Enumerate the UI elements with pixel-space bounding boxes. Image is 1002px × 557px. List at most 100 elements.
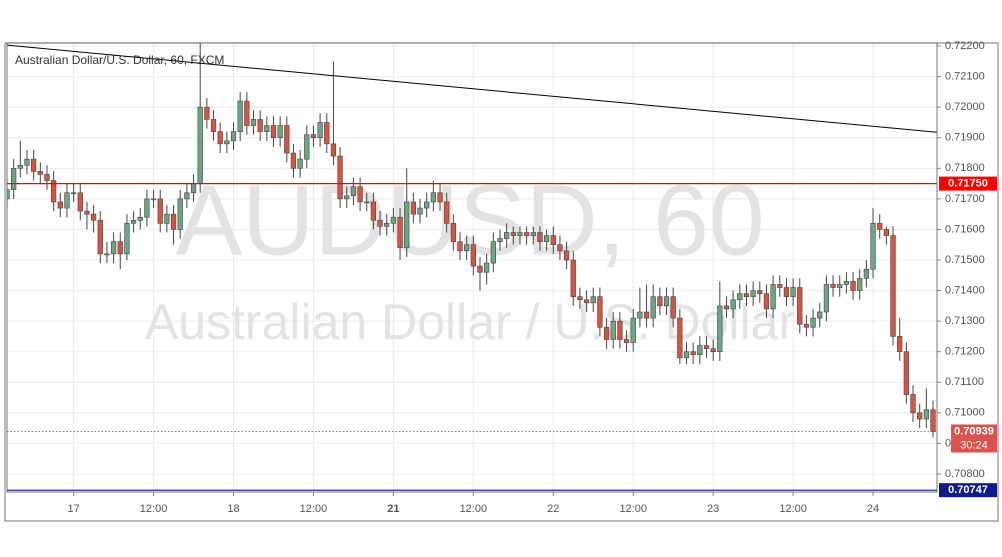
candle-body <box>430 192 436 203</box>
candle-body <box>803 323 810 328</box>
candle-body <box>370 201 377 221</box>
candle-body <box>484 262 490 273</box>
candle-body <box>170 213 177 230</box>
candle-body <box>730 299 736 310</box>
candle-body <box>390 216 397 224</box>
candle-body <box>530 232 536 236</box>
candle-body <box>523 232 530 236</box>
candle-body <box>324 122 330 145</box>
candle-body <box>797 287 803 325</box>
candle-body <box>617 320 623 340</box>
candle-body <box>337 155 343 200</box>
x-tick-label: 23 <box>707 503 719 515</box>
candle-body <box>464 244 470 252</box>
candle-body <box>190 183 197 194</box>
y-tick-label: 0.71800 <box>945 162 985 174</box>
candle-body <box>51 180 57 203</box>
candle-body <box>837 284 843 288</box>
candle-body <box>90 213 97 221</box>
candle-body <box>110 241 117 255</box>
candle-body <box>244 100 250 126</box>
plot-area <box>7 43 937 438</box>
candle-body <box>637 311 643 319</box>
y-tick-label: 0.71900 <box>945 132 985 144</box>
candle-body <box>897 336 903 353</box>
watermark: AUDUSD, 60 Australian Dollar / U.S. Doll… <box>145 164 795 350</box>
x-tick-label: 18 <box>227 503 239 515</box>
candle-body <box>870 223 876 270</box>
candle-body <box>583 299 590 304</box>
candle-body <box>477 265 483 273</box>
candle-body <box>743 293 750 297</box>
candle-body <box>410 201 417 215</box>
candle-body <box>31 158 37 172</box>
candle-body <box>297 158 303 169</box>
trendline <box>7 44 937 133</box>
candle-body <box>364 201 370 204</box>
candle-body <box>290 152 297 169</box>
candle-body <box>650 296 656 319</box>
candle-body <box>424 201 430 209</box>
candle-body <box>823 284 830 313</box>
candle-body <box>137 216 143 221</box>
candle-body <box>444 201 450 224</box>
candle-body <box>17 164 23 169</box>
candle-body <box>643 311 650 319</box>
candle-body <box>84 210 90 215</box>
candle-body <box>237 100 243 132</box>
candle-body <box>557 244 563 252</box>
candle-body <box>437 192 443 203</box>
watermark-description: Australian Dollar / U.S. Dollar <box>145 294 795 350</box>
candle-body <box>517 232 523 236</box>
outer-frame <box>4 42 999 522</box>
candle-body <box>877 223 883 230</box>
x-tick-label: 17 <box>67 503 79 515</box>
candle-body <box>304 134 310 160</box>
x-tick-label: 12:00 <box>779 503 807 515</box>
candle-body <box>603 326 610 340</box>
candle-body <box>670 296 676 319</box>
candle-body <box>810 317 816 328</box>
candle-body <box>44 174 50 181</box>
candle-body <box>150 198 157 201</box>
candle-body <box>883 229 890 236</box>
candle-body <box>417 207 423 215</box>
candle-body <box>757 290 763 294</box>
candle-body <box>64 192 70 209</box>
candle-body <box>164 213 170 224</box>
candle-body <box>117 241 123 255</box>
candle-body <box>344 195 350 200</box>
candle-body <box>623 339 630 343</box>
candle-body <box>923 409 929 420</box>
candle-body <box>384 223 390 227</box>
x-tick-label: 12:00 <box>619 503 647 515</box>
candle-body <box>737 293 743 301</box>
candle-body <box>504 232 510 239</box>
candle-body <box>723 305 730 310</box>
x-tick-label: 24 <box>867 503 879 515</box>
candle-body <box>450 223 456 242</box>
x-tick-label: 21 <box>387 503 399 515</box>
candle-body <box>683 351 690 359</box>
watermark-symbol: AUDUSD, 60 <box>175 164 764 276</box>
candle-body <box>630 317 636 343</box>
candle-body <box>77 192 83 212</box>
candle-body <box>770 284 776 310</box>
level-label-box <box>939 176 997 191</box>
candle-body <box>843 281 850 285</box>
candle-body <box>570 259 576 297</box>
candle-body <box>230 131 237 142</box>
x-tick-label: 22 <box>547 503 559 515</box>
candle-body <box>177 198 183 230</box>
candle-body <box>597 296 603 328</box>
candle-body <box>763 293 770 310</box>
candle-body <box>377 219 383 227</box>
candle-body <box>697 345 703 356</box>
candle-body <box>903 351 909 395</box>
candle-body <box>917 412 923 420</box>
y-tick-label: 0.71600 <box>945 223 985 235</box>
candle-body <box>317 122 323 139</box>
last-price-box <box>951 424 997 453</box>
